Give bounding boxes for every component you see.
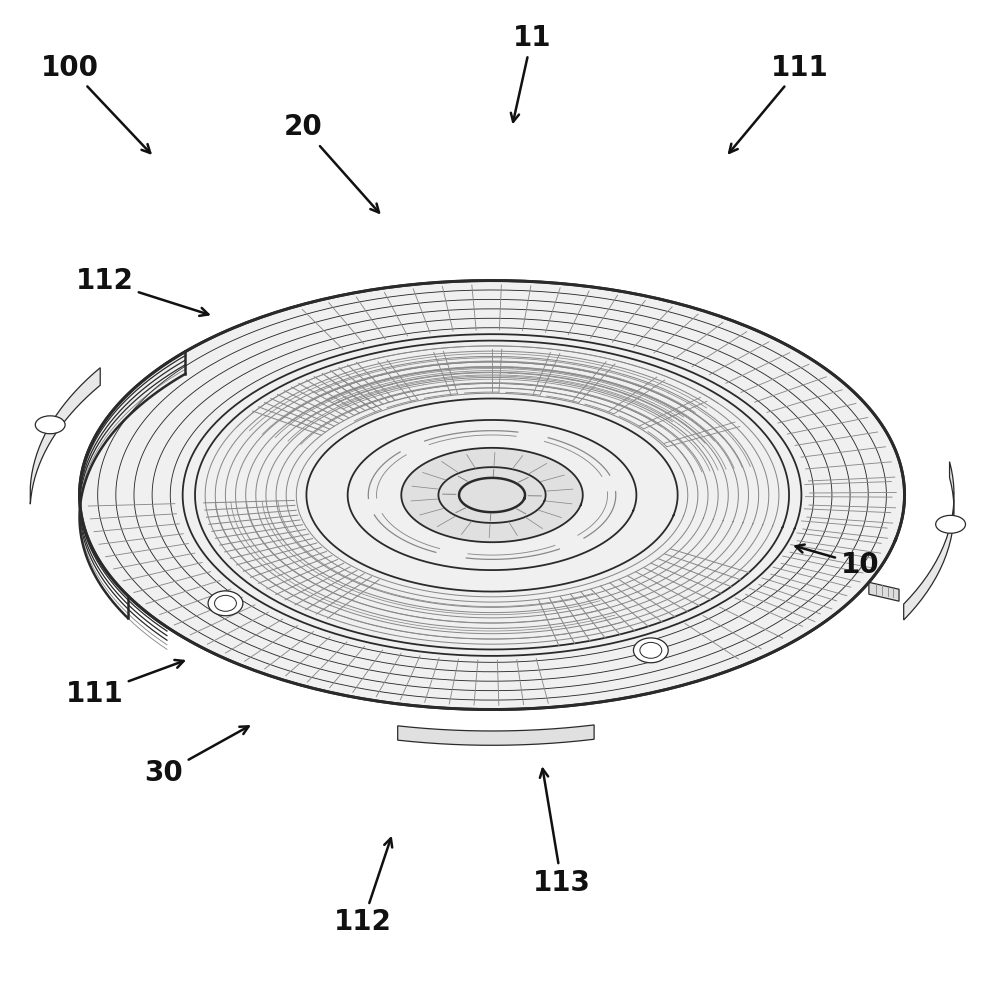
Polygon shape	[904, 462, 954, 620]
Text: 100: 100	[41, 54, 150, 153]
Polygon shape	[30, 368, 100, 504]
Ellipse shape	[633, 638, 668, 663]
Text: 20: 20	[284, 113, 379, 213]
Text: 111: 111	[730, 54, 829, 153]
Text: 30: 30	[145, 726, 248, 787]
Text: 112: 112	[76, 267, 209, 316]
Ellipse shape	[36, 416, 66, 434]
Polygon shape	[80, 281, 905, 710]
Ellipse shape	[208, 591, 243, 616]
Polygon shape	[869, 582, 899, 601]
Ellipse shape	[640, 642, 662, 658]
Ellipse shape	[935, 515, 965, 533]
Text: 10: 10	[795, 545, 879, 579]
Ellipse shape	[215, 595, 237, 611]
Text: 111: 111	[66, 660, 184, 708]
Polygon shape	[402, 448, 582, 542]
Polygon shape	[398, 725, 594, 745]
Text: 113: 113	[533, 769, 590, 897]
Text: 112: 112	[334, 838, 393, 936]
Text: 11: 11	[511, 24, 551, 122]
